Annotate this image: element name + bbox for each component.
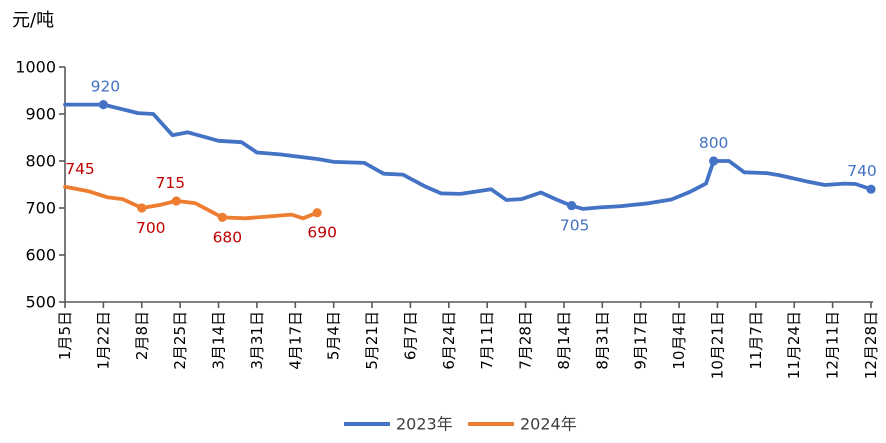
y-tick-label: 500 (25, 293, 56, 312)
x-tick-label: 2月25日 (171, 311, 189, 370)
y-axis-unit-label: 元/吨 (12, 10, 54, 31)
data-value-label-2024: 680 (213, 228, 243, 246)
x-tick-label: 6月24日 (440, 311, 458, 370)
data-value-label-2023: 800 (699, 134, 729, 152)
x-tick-label: 4月17日 (286, 311, 304, 370)
legend-item-2023: 2023年 (344, 415, 453, 434)
legend-label-2024: 2024年 (520, 415, 577, 434)
x-tick-label: 1月5日 (56, 311, 74, 360)
data-point-marker-2023 (567, 201, 577, 211)
data-value-label-2024: 690 (307, 224, 337, 242)
y-tick-label: 800 (25, 152, 56, 171)
x-tick-label: 6月7日 (401, 311, 419, 360)
data-point-marker-2024 (217, 212, 227, 222)
data-point-marker-2024 (137, 203, 147, 213)
x-tick-label: 7月28日 (517, 311, 535, 370)
x-tick-label: 11月7日 (747, 311, 765, 370)
data-point-marker-2024 (171, 196, 181, 206)
x-tick-label: 10月21日 (708, 311, 726, 379)
series-line-2023 (63, 102, 873, 211)
x-tick-label: 1月22日 (94, 311, 112, 370)
chart-legend: 2023年 2024年 (344, 415, 577, 434)
data-point-marker-2023 (98, 100, 108, 110)
legend-item-2024: 2024年 (468, 415, 577, 434)
legend-label-2023: 2023年 (396, 415, 453, 434)
x-tick-label: 10月4日 (670, 311, 688, 370)
x-tick-label: 2月8日 (133, 311, 151, 360)
x-tick-label: 9月17日 (632, 311, 650, 370)
data-value-label-2023: 920 (91, 78, 121, 96)
x-tick-label: 12月28日 (862, 311, 880, 379)
x-tick-label: 5月4日 (325, 311, 343, 360)
x-tick-label: 5月21日 (363, 311, 381, 370)
data-value-label-2024: 715 (156, 174, 186, 192)
y-tick-label: 1000 (15, 58, 56, 77)
data-value-label-2023: 740 (847, 162, 877, 180)
series-line-2024 (63, 184, 320, 221)
y-tick-label: 900 (25, 105, 56, 124)
data-point-marker-2023 (866, 184, 876, 194)
data-value-label-2024: 745 (65, 160, 95, 178)
x-tick-label: 12月11日 (824, 311, 842, 379)
x-tick-label: 3月14日 (210, 311, 228, 370)
y-tick-label: 600 (25, 246, 56, 265)
x-tick-label: 7月11日 (478, 311, 496, 370)
data-point-marker-2024 (312, 208, 322, 218)
data-value-label-2023: 705 (560, 217, 590, 235)
data-point-marker-2023 (709, 156, 719, 166)
x-tick-label: 3月31日 (248, 311, 266, 370)
x-tick-label: 8月14日 (555, 311, 573, 370)
y-tick-label: 700 (25, 199, 56, 218)
data-value-label-2024: 700 (136, 219, 166, 237)
x-tick-label: 8月31日 (593, 311, 611, 370)
x-tick-label: 11月24日 (785, 311, 803, 379)
